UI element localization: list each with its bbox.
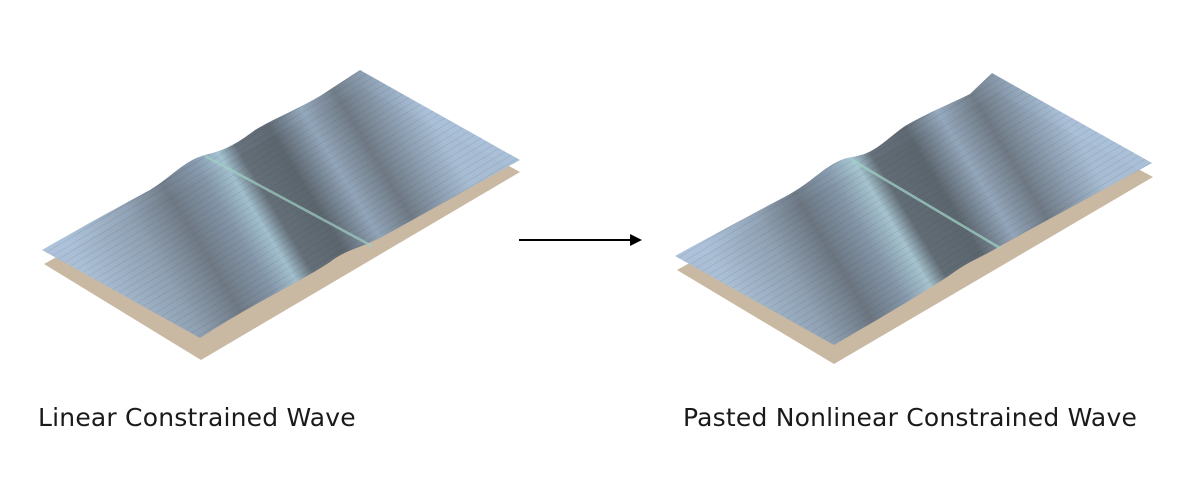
linear-wave-panel (42, 70, 520, 360)
nonlinear-wave-panel (675, 73, 1153, 364)
caption-linear-wave: Linear Constrained Wave (38, 403, 356, 432)
water-texture (675, 73, 1152, 345)
crest-line (204, 154, 373, 248)
water-texture (42, 70, 520, 338)
caption-nonlinear-wave: Pasted Nonlinear Constrained Wave (683, 403, 1138, 432)
crest-line (851, 158, 1001, 250)
